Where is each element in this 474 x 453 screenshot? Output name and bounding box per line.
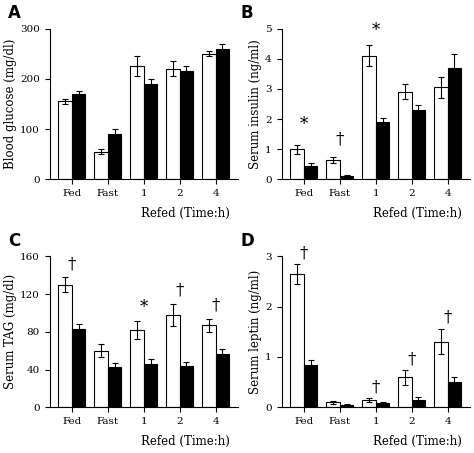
Bar <box>362 56 376 179</box>
Bar <box>144 364 157 407</box>
Bar <box>130 330 144 407</box>
Text: †: † <box>211 297 220 314</box>
Text: *: * <box>139 299 148 316</box>
Text: D: D <box>240 232 254 251</box>
Bar <box>434 342 447 407</box>
Bar <box>144 84 157 179</box>
Bar <box>202 325 216 407</box>
Bar <box>58 284 72 407</box>
Bar <box>304 166 318 179</box>
Bar <box>376 122 389 179</box>
Bar <box>398 377 411 407</box>
Bar <box>362 400 376 407</box>
Text: †: † <box>336 131 344 148</box>
Y-axis label: Serum leptin (ng/ml): Serum leptin (ng/ml) <box>249 270 263 394</box>
Bar <box>216 353 229 407</box>
Bar <box>434 87 447 179</box>
Text: †: † <box>300 245 308 261</box>
Bar <box>166 315 180 407</box>
Bar <box>304 365 318 407</box>
Text: A: A <box>8 5 21 23</box>
Bar <box>326 160 340 179</box>
Bar <box>340 405 354 407</box>
Text: †: † <box>68 255 76 272</box>
Text: †: † <box>372 378 380 395</box>
Bar <box>398 92 411 179</box>
Bar <box>290 149 304 179</box>
Bar <box>290 274 304 407</box>
Text: B: B <box>240 5 253 23</box>
Y-axis label: Serum TAG (mg/dl): Serum TAG (mg/dl) <box>4 274 17 390</box>
Bar <box>376 403 389 407</box>
Bar <box>202 53 216 179</box>
Bar <box>180 71 193 179</box>
Text: *: * <box>372 22 380 39</box>
Bar <box>411 110 425 179</box>
Bar <box>447 382 461 407</box>
Bar <box>72 329 85 407</box>
Bar <box>108 134 121 179</box>
Y-axis label: Serum insulin (ng/ml): Serum insulin (ng/ml) <box>249 39 263 169</box>
Text: †: † <box>443 309 452 326</box>
Bar <box>72 94 85 179</box>
Text: *: * <box>300 116 308 133</box>
Bar <box>58 101 72 179</box>
Y-axis label: Blood glucose (mg/dl): Blood glucose (mg/dl) <box>4 39 17 169</box>
Bar <box>94 152 108 179</box>
Text: †: † <box>408 350 416 367</box>
Text: Refed (Time:h): Refed (Time:h) <box>141 434 229 448</box>
Bar <box>340 176 354 179</box>
Bar <box>94 351 108 407</box>
Text: Refed (Time:h): Refed (Time:h) <box>141 207 229 220</box>
Bar <box>108 367 121 407</box>
Text: †: † <box>175 282 184 299</box>
Bar <box>411 400 425 407</box>
Bar <box>447 68 461 179</box>
Bar <box>326 402 340 407</box>
Bar <box>216 48 229 179</box>
Bar <box>180 366 193 407</box>
Bar <box>130 66 144 179</box>
Bar <box>166 69 180 179</box>
Text: Refed (Time:h): Refed (Time:h) <box>373 434 462 448</box>
Text: C: C <box>8 232 20 251</box>
Text: Refed (Time:h): Refed (Time:h) <box>373 207 462 220</box>
